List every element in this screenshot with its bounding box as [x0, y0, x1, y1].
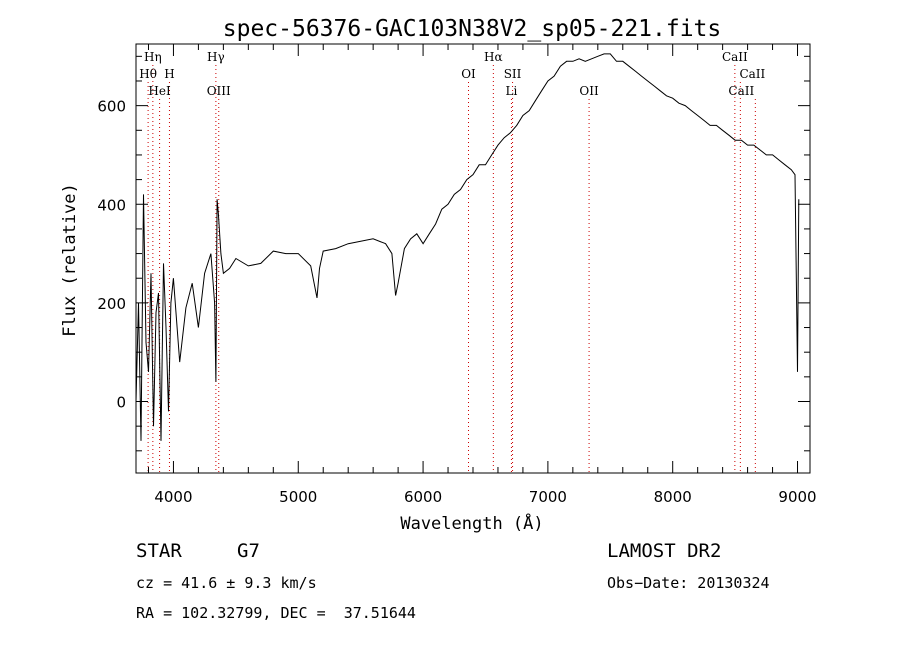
plot-frame: [135, 43, 811, 474]
spectral-line-label: OIII: [207, 84, 231, 98]
x-axis-label: Wavelength (Å): [400, 512, 543, 534]
axes: 4000 5000 6000 7000 8000 9000 0 200 400 600: [97, 44, 817, 506]
y-tick-label: 0: [116, 394, 126, 412]
spectral-line-label: H: [164, 67, 174, 81]
spectral-line-label: Hθ: [139, 67, 157, 81]
x-tick-label: 6000: [404, 488, 442, 506]
object-class: STAR: [136, 540, 182, 562]
spectral-line-label: Li: [506, 84, 518, 98]
y-tick-label: 600: [97, 98, 126, 116]
object-subclass: G7: [237, 540, 260, 562]
spectral-line-label: CaII: [728, 84, 754, 98]
coordinates: RA = 102.32799, DEC = 37.51644: [136, 604, 416, 622]
survey-name: LAMOST DR2: [607, 540, 722, 562]
spectral-line-label: SII: [504, 67, 522, 81]
x-tick-label: 9000: [778, 488, 816, 506]
y-tick-label: 400: [97, 196, 126, 214]
spectral-line-label: CaII: [722, 50, 748, 64]
spectral-line-label: HeI: [148, 84, 171, 98]
spectral-line-label: OI: [461, 67, 476, 81]
spectral-line-label: Hη: [144, 50, 162, 64]
redshift-readout: cz = 41.6 ± 9.3 km/s: [136, 574, 317, 592]
spectrum-line: [135, 53, 800, 441]
spectral-line-label: OII: [579, 84, 599, 98]
obs-date: Obs−Date: 20130324: [607, 574, 770, 592]
chart-title: spec-56376-GAC103N38V2_sp05-221.fits: [223, 16, 722, 42]
x-tick-label: 7000: [529, 488, 567, 506]
y-tick-label: 200: [97, 295, 126, 313]
spectral-line-label: Hγ: [207, 50, 225, 64]
spectral-line-label: CaII: [739, 67, 765, 81]
x-tick-label: 8000: [654, 488, 692, 506]
x-tick-label: 5000: [279, 488, 317, 506]
y-axis-label: Flux (relative): [60, 183, 80, 337]
spectral-line-label: Hα: [484, 50, 503, 64]
x-tick-label: 4000: [154, 488, 192, 506]
